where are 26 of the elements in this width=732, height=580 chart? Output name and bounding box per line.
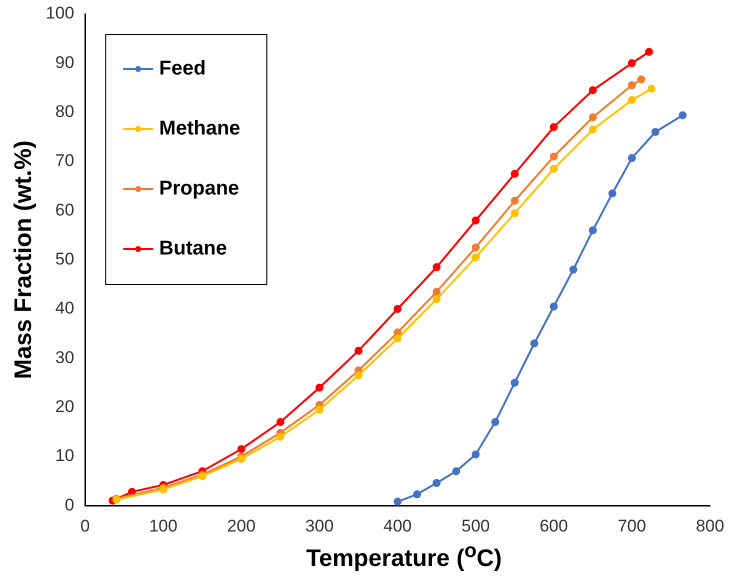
x-tick-label: 0 [80,516,90,536]
y-axis-title: Mass Fraction (wt.%) [10,140,38,380]
x-tick-label: 100 [149,516,178,536]
y-tick-label: 50 [55,249,74,268]
legend-label: Feed [159,58,206,80]
y-tick-label: 90 [55,52,74,72]
x-tick-label: 700 [618,516,646,536]
y-tick-label: 30 [55,348,74,367]
x-tick-label: 800 [696,516,724,536]
x-tick-label: 400 [383,516,412,536]
x-tick-label: 500 [462,516,490,536]
x-tick-label: 600 [540,516,568,536]
legend-label: Propane [159,178,240,200]
y-tick-label: 40 [55,298,74,318]
legend-label: Methane [159,118,240,140]
y-tick-label: 70 [55,151,74,170]
y-tick-label: 60 [55,200,74,220]
y-tick-label: 10 [55,446,74,466]
x-axis-title: Temperature ($^{o}$C) [305,540,503,573]
y-tick-label: 0 [64,495,74,514]
x-tick-label: 300 [305,516,334,536]
y-tick-label: 80 [55,102,74,122]
y-tick-label: 20 [55,396,74,416]
legend-label: Butane [159,238,227,260]
y-tick-label: 100 [46,4,74,23]
x-tick-label: 200 [227,516,256,536]
